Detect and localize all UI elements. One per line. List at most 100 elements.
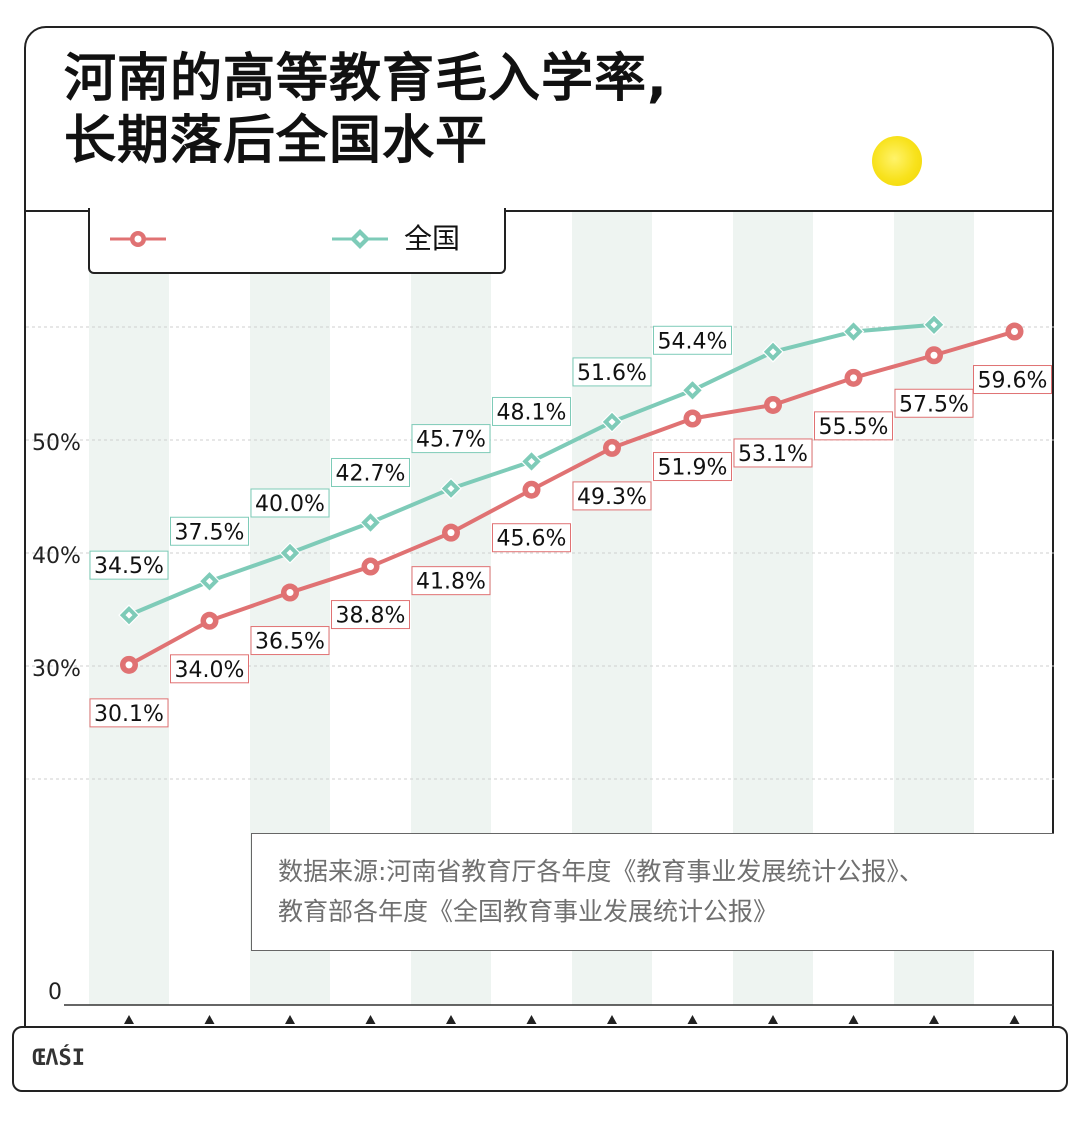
data-label-national: 42.7% bbox=[331, 457, 410, 487]
data-label-national-box bbox=[331, 457, 410, 487]
y-tick-label: 0 bbox=[48, 980, 62, 1005]
point-national-center bbox=[769, 348, 777, 356]
x-tick-marker bbox=[768, 1015, 778, 1024]
data-label-national: 48.1% bbox=[492, 396, 571, 426]
x-axis-mark: ŒΛŚΙ bbox=[32, 1046, 85, 1071]
data-label-national-text: 40.0% bbox=[255, 492, 325, 517]
data-label-national-text: 51.6% bbox=[577, 361, 647, 386]
data-label-henan: 55.5% bbox=[814, 411, 893, 441]
point-national-center bbox=[528, 457, 535, 465]
x-tick-marker bbox=[365, 1015, 376, 1024]
data-label-henan-box bbox=[653, 452, 732, 482]
data-label-henan-text: 49.3% bbox=[577, 485, 647, 510]
point-henan-center bbox=[528, 486, 535, 494]
point-henan-center bbox=[608, 444, 616, 452]
series-line-henan bbox=[128, 329, 1016, 667]
legend-item-henan bbox=[108, 222, 182, 256]
data-label-national: 54.4% bbox=[653, 325, 732, 355]
data-label-henan: 38.8% bbox=[331, 600, 410, 630]
y-tick-label: 50% bbox=[32, 431, 81, 456]
data-label-national-text: 37.5% bbox=[175, 520, 245, 545]
point-national-center bbox=[850, 328, 857, 336]
point-henan-center bbox=[1011, 328, 1018, 336]
data-source-note: 数据来源:河南省教育厅各年度《教育事业发展统计公报》、 教育部各年度《全国教育事… bbox=[251, 833, 1054, 951]
point-national-center bbox=[930, 321, 938, 329]
data-label-national: 37.5% bbox=[170, 516, 249, 546]
point-national-center bbox=[286, 549, 294, 557]
point-henan-center bbox=[769, 401, 777, 409]
data-label-henan: 51.9% bbox=[653, 452, 732, 482]
x-axis-bar: ŒΛŚΙ bbox=[12, 1026, 1068, 1092]
title-line-2: 长期落后全国水平 bbox=[64, 111, 489, 171]
data-label-national-box bbox=[411, 424, 491, 454]
source-line-1: 数据来源:河南省教育厅各年度《教育事业发展统计公报》、 bbox=[278, 857, 924, 886]
data-label-henan: 49.3% bbox=[572, 481, 652, 511]
data-label-national: 45.7% bbox=[411, 424, 491, 454]
data-label-national-box bbox=[492, 396, 571, 426]
data-label-henan-text: 36.5% bbox=[255, 630, 325, 655]
point-henan-center bbox=[286, 589, 294, 597]
data-label-henan-box bbox=[814, 411, 893, 441]
x-tick-marker bbox=[285, 1015, 295, 1024]
data-label-henan-box bbox=[250, 626, 330, 656]
data-label-henan-box bbox=[733, 438, 813, 468]
data-label-henan: 57.5% bbox=[894, 388, 974, 418]
point-henan-center bbox=[125, 661, 133, 669]
data-label-henan: 45.6% bbox=[492, 523, 571, 553]
point-national-center bbox=[689, 386, 696, 394]
data-label-henan-box bbox=[894, 388, 974, 418]
data-label-henan-box bbox=[170, 654, 249, 684]
data-label-national: 51.6% bbox=[572, 357, 652, 387]
point-henan-center bbox=[689, 415, 696, 423]
x-tick-marker bbox=[526, 1015, 537, 1024]
data-label-henan-text: 57.5% bbox=[899, 392, 969, 417]
data-label-national-box bbox=[170, 516, 249, 546]
data-label-henan: 36.5% bbox=[250, 626, 330, 656]
data-label-henan-text: 41.8% bbox=[416, 570, 486, 595]
x-tick-marker bbox=[607, 1015, 617, 1024]
point-national-center bbox=[206, 577, 213, 585]
data-label-henan-box bbox=[411, 566, 491, 596]
point-national-center bbox=[608, 418, 616, 426]
data-label-henan-text: 51.9% bbox=[658, 456, 728, 481]
data-label-henan-text: 30.1% bbox=[94, 702, 164, 727]
chart-title: 河南的高等教育毛入学率, 长期落后全国水平 bbox=[64, 48, 668, 172]
point-henan-center bbox=[447, 529, 455, 537]
data-label-henan-text: 34.0% bbox=[175, 658, 245, 683]
x-tick-marker bbox=[1009, 1015, 1020, 1024]
data-label-henan: 30.1% bbox=[89, 698, 169, 728]
data-label-national-box bbox=[572, 357, 652, 387]
data-label-henan-text: 53.1% bbox=[738, 442, 808, 467]
data-label-national-text: 42.7% bbox=[336, 461, 406, 486]
data-label-henan-box bbox=[572, 481, 652, 511]
x-tick-marker bbox=[848, 1015, 859, 1024]
data-label-henan: 34.0% bbox=[170, 654, 249, 684]
y-tick-label: 30% bbox=[32, 657, 81, 682]
data-label-henan: 41.8% bbox=[411, 566, 491, 596]
point-national-center bbox=[125, 611, 133, 619]
legend: 全国 bbox=[88, 208, 506, 274]
data-label-henan: 53.1% bbox=[733, 438, 813, 468]
data-label-national: 34.5% bbox=[89, 550, 169, 580]
data-label-national-box bbox=[89, 550, 169, 580]
data-label-henan-box bbox=[331, 600, 410, 630]
circle-marker-icon bbox=[110, 231, 166, 247]
x-tick-marker bbox=[929, 1015, 939, 1024]
point-henan-center bbox=[367, 563, 374, 571]
sun-decoration-icon bbox=[872, 136, 922, 186]
data-label-national-box bbox=[250, 488, 330, 518]
title-line-1: 河南的高等教育毛入学率, bbox=[64, 49, 668, 109]
legend-label-national: 全国 bbox=[404, 222, 461, 255]
point-henan-center bbox=[850, 374, 857, 382]
data-label-henan-text: 38.8% bbox=[336, 604, 406, 629]
legend-item-national: 全国 bbox=[330, 222, 460, 256]
x-tick-marker bbox=[204, 1015, 215, 1024]
data-label-national-text: 54.4% bbox=[658, 329, 728, 354]
source-line-2: 教育部各年度《全国教育事业发展统计公报》 bbox=[278, 897, 779, 926]
data-label-henan: 59.6% bbox=[973, 365, 1052, 395]
data-label-henan-box bbox=[492, 523, 571, 553]
data-label-national: 40.0% bbox=[250, 488, 330, 518]
x-tick-marker bbox=[446, 1015, 456, 1024]
data-label-national-box bbox=[653, 325, 732, 355]
